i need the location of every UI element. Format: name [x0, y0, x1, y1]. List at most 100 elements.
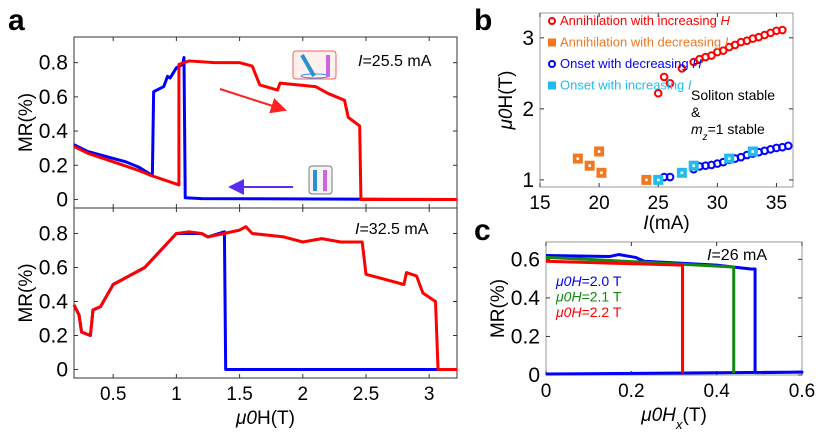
x-tick-label: 1	[171, 384, 182, 405]
legend-entry: μ0H=2.0 T	[555, 273, 622, 289]
data-point	[665, 79, 675, 88]
text-part: I	[707, 247, 712, 264]
legend-entry: Onset with increasing I	[560, 78, 692, 93]
data-point-center	[692, 164, 695, 167]
data-point	[653, 88, 663, 98]
x-tick-label: 2.5	[353, 384, 379, 405]
legend-entry: Annihilation with decreasing I	[560, 35, 729, 50]
uniform-spin-icon	[308, 165, 333, 195]
panel-label-a: a	[8, 4, 25, 37]
x-tick-label: 2	[297, 384, 308, 405]
y-tick-label: 0.2	[39, 154, 68, 177]
text-part: =1 stable	[708, 121, 765, 137]
y-tick-label: 2	[522, 98, 534, 121]
series-blue-line	[72, 230, 457, 371]
y-tick-label: 0.6	[511, 248, 540, 271]
text-part: I	[725, 35, 729, 50]
text-part: μ0	[496, 108, 517, 130]
data-point-center	[751, 150, 755, 153]
x-tick-label: 0	[541, 381, 552, 402]
data-point	[659, 72, 669, 82]
text-part: =2.2 T	[582, 304, 622, 320]
y-tick-label: 0.4	[39, 120, 69, 143]
plot-a-top: 0 0.2 0.4 0.6 0.8MR(%) I=25.5 mA	[16, 36, 458, 211]
text-part: =2.1 T	[582, 289, 622, 305]
text-part: &	[691, 104, 701, 120]
y-tick-label: 1	[522, 169, 534, 192]
y-tick-label: 0.2	[39, 325, 68, 348]
text-part: μ0H	[555, 289, 582, 305]
y-tick-label: 0	[56, 188, 68, 211]
text-part: Annihilation with increasing	[560, 13, 720, 28]
data-point	[665, 172, 675, 182]
text-part: =2.0 T	[582, 273, 622, 289]
x-tick-label: 35	[766, 193, 787, 214]
legend-marker	[548, 81, 556, 90]
text-part: m	[691, 121, 703, 137]
panel-label-c: c	[474, 214, 491, 247]
text-part: (mA)	[649, 213, 690, 234]
y-tick-label: 0.2	[511, 325, 540, 348]
y-axis-label: μ0H(T)	[496, 71, 517, 131]
y-tick-label: 0	[56, 359, 68, 382]
stability-annotation: Soliton stable	[691, 87, 775, 103]
text-part: Onset with decreasing	[560, 56, 692, 71]
text-part: =26 mA	[711, 247, 767, 264]
data-point	[783, 141, 793, 151]
text-part: I	[688, 78, 692, 93]
series-blue-line	[73, 56, 458, 201]
text-part: =32.5 mA	[359, 221, 428, 238]
data-point-center	[597, 150, 601, 153]
y-axis-label: MR(%)	[16, 263, 37, 322]
current-annotation: I=32.5 mA	[355, 221, 429, 238]
text-part: H(T)	[257, 408, 295, 429]
y-tick-label: 0.8	[39, 52, 68, 75]
data-point-center	[680, 171, 684, 175]
stability-annotation: &	[691, 104, 701, 120]
data-point-center	[588, 164, 591, 167]
current-annotation: I=26 mA	[707, 247, 767, 264]
x-axis-label: μ0H(T)	[235, 408, 295, 429]
y-axis-label: MR(%)	[16, 93, 37, 152]
x-tick-label: 25	[648, 193, 669, 214]
increasing-field-arrow	[219, 88, 287, 114]
plot-frame	[73, 207, 458, 379]
legend-entry: μ0H=2.1 T	[555, 289, 622, 305]
text-part: H	[720, 13, 730, 28]
data-point	[677, 64, 687, 73]
text-part: μ0H	[640, 405, 676, 426]
data-point-center	[600, 171, 603, 175]
text-part: Onset with increasing	[560, 78, 688, 93]
x-tick-label: 30	[707, 193, 728, 214]
x-tick-label: 0.2	[618, 381, 644, 402]
legend-marker	[548, 17, 556, 25]
legend-entry: Onset with decreasing H	[560, 56, 702, 71]
legend-entry: μ0H=2.2 T	[555, 304, 622, 320]
y-tick-label: 0.4	[39, 291, 69, 314]
x-axis-label: I(mA)	[643, 213, 689, 234]
stability-annotation: mz=1 stable	[691, 121, 765, 143]
y-tick-label: 0.6	[39, 257, 68, 280]
text-part: I	[358, 53, 363, 70]
y-tick-label: 0.8	[39, 223, 68, 246]
x-tick-label: 0.5	[100, 384, 126, 405]
x-tick-label: 3	[424, 384, 435, 405]
x-tick-label: 15	[529, 193, 550, 214]
legend-marker	[548, 38, 556, 47]
text-part: x	[675, 417, 684, 432]
text-part: MR(%)	[16, 263, 37, 322]
series-red-line	[72, 225, 457, 371]
text-part: MR(%)	[16, 93, 37, 152]
plot-frame	[539, 12, 794, 188]
text-part: H	[692, 56, 702, 71]
y-tick-label: 0.6	[39, 86, 68, 109]
text-part: I	[643, 213, 649, 234]
text-part: Annihilation with decreasing	[560, 35, 725, 50]
text-part: μ0H	[555, 273, 582, 289]
y-axis-label: MR(%)	[488, 279, 509, 338]
text-part: μ0	[235, 408, 257, 429]
plot-frame	[545, 241, 803, 376]
x-tick-label: 0.6	[789, 381, 815, 402]
